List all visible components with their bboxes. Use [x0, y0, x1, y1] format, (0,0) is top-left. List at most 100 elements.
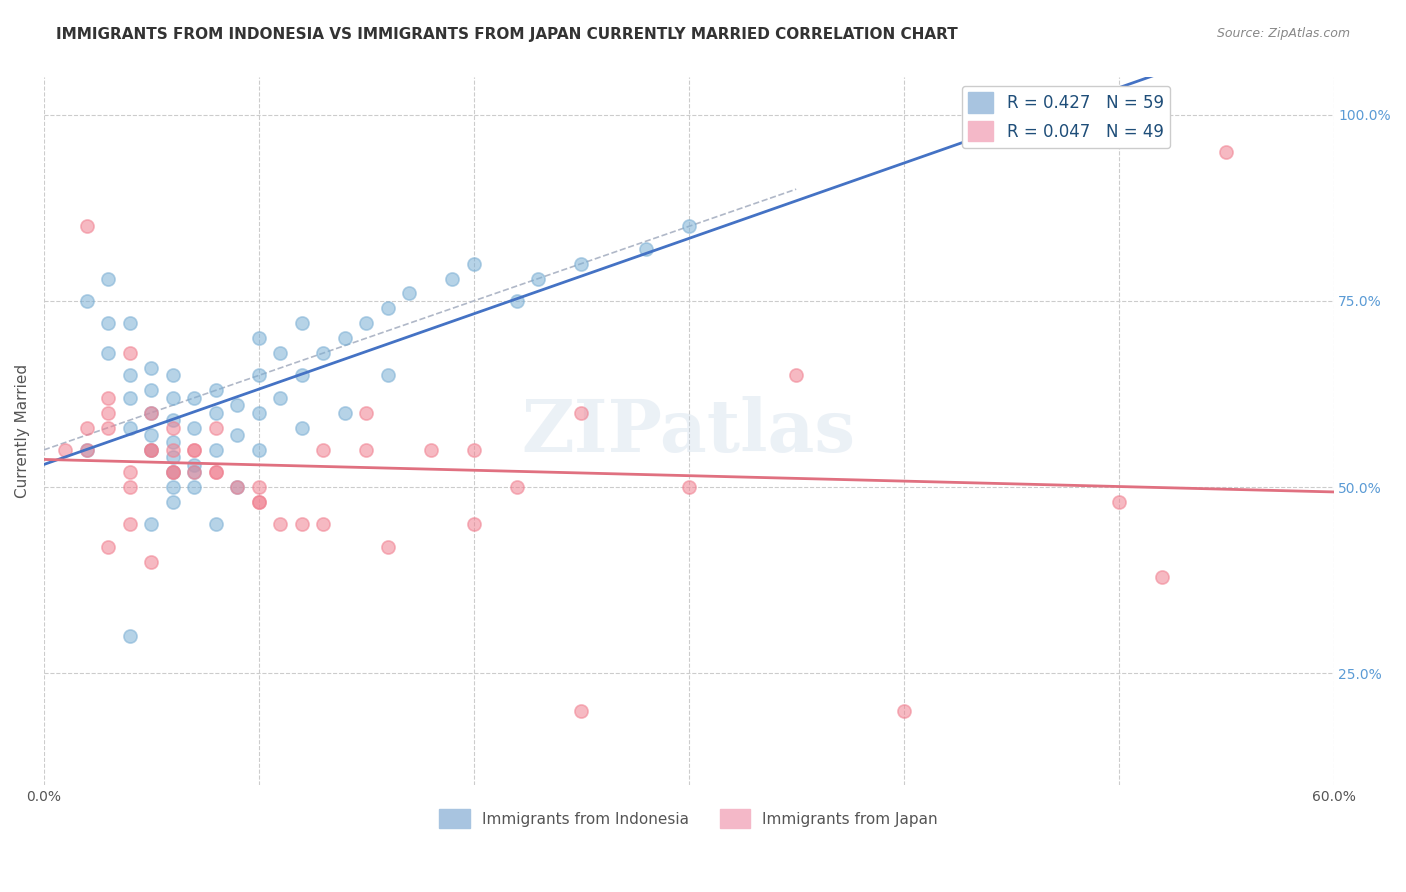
Point — [569, 406, 592, 420]
Point — [141, 428, 163, 442]
Point — [1108, 495, 1130, 509]
Point — [678, 480, 700, 494]
Point — [205, 465, 228, 479]
Point — [291, 420, 314, 434]
Point — [291, 316, 314, 330]
Point — [97, 420, 120, 434]
Point — [183, 458, 205, 472]
Point — [162, 450, 184, 465]
Point — [1215, 145, 1237, 159]
Point — [162, 465, 184, 479]
Point — [269, 391, 291, 405]
Text: IMMIGRANTS FROM INDONESIA VS IMMIGRANTS FROM JAPAN CURRENTLY MARRIED CORRELATION: IMMIGRANTS FROM INDONESIA VS IMMIGRANTS … — [56, 27, 957, 42]
Point — [118, 465, 141, 479]
Point — [356, 316, 378, 330]
Point — [247, 331, 270, 345]
Point — [97, 346, 120, 360]
Point — [291, 368, 314, 383]
Point — [118, 420, 141, 434]
Point — [312, 346, 335, 360]
Point — [463, 442, 485, 457]
Point — [97, 391, 120, 405]
Point — [118, 346, 141, 360]
Point — [141, 360, 163, 375]
Point — [97, 316, 120, 330]
Point — [141, 442, 163, 457]
Point — [506, 293, 529, 308]
Point — [356, 442, 378, 457]
Point — [506, 480, 529, 494]
Point — [76, 420, 98, 434]
Point — [247, 480, 270, 494]
Point — [569, 257, 592, 271]
Point — [141, 406, 163, 420]
Point — [183, 480, 205, 494]
Point — [205, 517, 228, 532]
Point — [205, 384, 228, 398]
Point — [226, 398, 249, 412]
Point — [312, 442, 335, 457]
Point — [463, 517, 485, 532]
Text: Source: ZipAtlas.com: Source: ZipAtlas.com — [1216, 27, 1350, 40]
Point — [141, 555, 163, 569]
Point — [269, 517, 291, 532]
Point — [76, 442, 98, 457]
Point — [76, 219, 98, 234]
Legend: Immigrants from Indonesia, Immigrants from Japan: Immigrants from Indonesia, Immigrants fr… — [433, 803, 945, 834]
Point — [205, 420, 228, 434]
Point — [97, 271, 120, 285]
Point — [162, 465, 184, 479]
Point — [398, 286, 420, 301]
Point — [162, 368, 184, 383]
Point — [118, 368, 141, 383]
Point — [678, 219, 700, 234]
Point — [118, 391, 141, 405]
Point — [162, 435, 184, 450]
Point — [183, 420, 205, 434]
Point — [441, 271, 464, 285]
Point — [162, 391, 184, 405]
Point — [162, 465, 184, 479]
Point — [76, 293, 98, 308]
Point — [333, 331, 356, 345]
Point — [569, 704, 592, 718]
Point — [162, 420, 184, 434]
Y-axis label: Currently Married: Currently Married — [15, 364, 30, 499]
Point — [226, 480, 249, 494]
Point — [247, 442, 270, 457]
Point — [893, 704, 915, 718]
Point — [97, 406, 120, 420]
Point — [183, 391, 205, 405]
Point — [183, 442, 205, 457]
Point — [183, 442, 205, 457]
Point — [527, 271, 550, 285]
Point — [76, 442, 98, 457]
Point — [55, 442, 77, 457]
Point — [312, 517, 335, 532]
Point — [247, 406, 270, 420]
Point — [377, 368, 399, 383]
Point — [377, 301, 399, 316]
Text: ZIPatlas: ZIPatlas — [522, 396, 856, 467]
Point — [162, 495, 184, 509]
Point — [634, 242, 657, 256]
Point — [162, 480, 184, 494]
Point — [247, 368, 270, 383]
Point — [118, 316, 141, 330]
Point — [269, 346, 291, 360]
Point — [785, 368, 807, 383]
Point — [377, 540, 399, 554]
Point — [183, 465, 205, 479]
Point — [118, 480, 141, 494]
Point — [141, 384, 163, 398]
Point — [291, 517, 314, 532]
Point — [205, 442, 228, 457]
Point — [247, 495, 270, 509]
Point — [183, 465, 205, 479]
Point — [118, 517, 141, 532]
Point — [463, 257, 485, 271]
Point — [356, 406, 378, 420]
Point — [162, 413, 184, 427]
Point — [97, 540, 120, 554]
Point — [226, 480, 249, 494]
